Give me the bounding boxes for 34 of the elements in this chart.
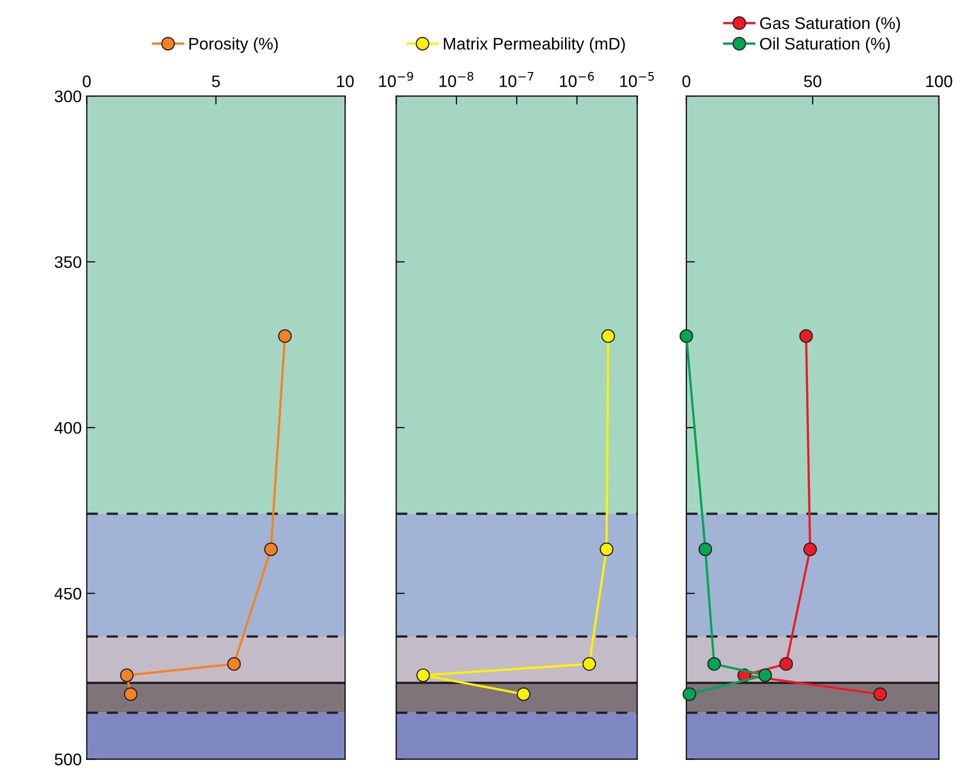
point — [779, 657, 793, 671]
x-tick-label: 10$^{−9}$ — [379, 72, 414, 88]
y-tick-label: 300 — [54, 90, 82, 102]
x-tick-label: 50 — [804, 75, 822, 88]
x-tick-label: 10$^{−5}$ — [620, 72, 654, 88]
x-tick-label: 10$^{−6}$ — [560, 72, 594, 88]
point — [680, 329, 694, 343]
x-tick-label: 10$^{−8}$ — [439, 72, 474, 88]
x-tick-label: 10$^{−7}$ — [500, 72, 534, 88]
x-tick-label: 0 — [682, 75, 690, 88]
y-tick-label: 400 — [54, 422, 82, 434]
point — [264, 542, 278, 556]
y-tick-label: 450 — [54, 588, 82, 600]
x-tick-label: 5 — [212, 76, 220, 88]
point — [278, 329, 292, 343]
legend-label: Oil Saturation (%) — [760, 37, 890, 53]
legend-label: Porosity (%) — [189, 37, 278, 53]
y-tick-label: 350 — [54, 256, 82, 268]
y-tick-label: 500 — [54, 754, 82, 766]
point — [682, 687, 696, 701]
legend-label: Matrix Permeability (mD) — [444, 37, 625, 53]
point — [873, 687, 887, 701]
x-tick-label: 10 — [337, 75, 354, 88]
point — [120, 668, 134, 682]
x-tick-label: 0 — [82, 75, 91, 88]
point — [698, 542, 712, 556]
point — [227, 657, 241, 671]
x-tick-label: 100 — [926, 75, 952, 88]
point — [707, 657, 721, 671]
point — [803, 542, 817, 556]
point — [758, 668, 772, 682]
point — [799, 329, 813, 343]
point — [124, 687, 138, 701]
legend-label: Gas Saturation (%) — [760, 16, 900, 32]
